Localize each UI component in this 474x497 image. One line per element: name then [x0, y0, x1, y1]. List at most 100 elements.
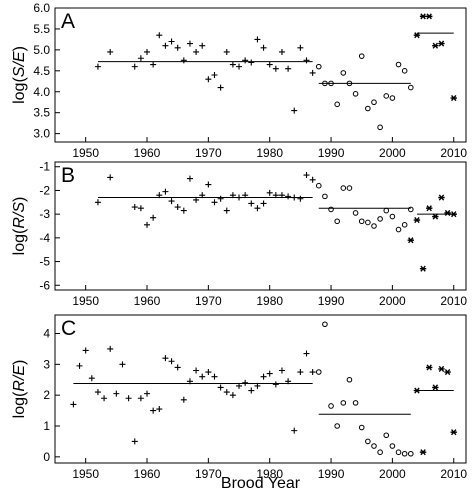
- data-point-plus: [94, 63, 101, 70]
- data-point-plus: [174, 44, 181, 51]
- y-axis-label-suffix: ): [11, 46, 28, 51]
- plot-frame-b: [54, 161, 467, 291]
- data-point-circle: [352, 400, 359, 406]
- y-tick-label: -3: [39, 207, 50, 221]
- y-tick-label: 3.5: [33, 106, 50, 120]
- data-point-asterisk: [450, 94, 457, 102]
- x-tick-label: 1950: [72, 146, 99, 160]
- data-point-plus: [119, 361, 126, 368]
- data-point-circle: [358, 424, 365, 431]
- data-point-circle: [377, 124, 383, 131]
- data-point-asterisk: [438, 194, 445, 201]
- data-point-circle: [334, 101, 340, 108]
- data-point-circle: [407, 450, 414, 457]
- data-point-asterisk: [413, 217, 421, 224]
- data-point-circle: [383, 207, 390, 214]
- data-point-asterisk: [450, 211, 457, 218]
- data-point-plus: [174, 364, 181, 371]
- data-point-circle: [395, 226, 402, 233]
- y-tick-label: -4: [39, 231, 50, 245]
- data-point-plus: [199, 42, 206, 49]
- data-point-plus: [223, 48, 230, 55]
- y-tick-label: 0: [43, 450, 50, 464]
- data-point-circle: [389, 95, 396, 101]
- data-point-plus: [144, 221, 151, 228]
- data-point-plus: [156, 406, 163, 413]
- data-point-plus: [303, 57, 310, 64]
- data-point-plus: [297, 44, 304, 51]
- data-point-plus: [186, 175, 193, 182]
- data-point-plus: [199, 192, 206, 199]
- data-point-asterisk: [444, 368, 451, 376]
- data-point-plus: [291, 194, 298, 201]
- data-point-plus: [278, 192, 285, 199]
- data-point-plus: [186, 40, 193, 47]
- data-point-asterisk: [425, 205, 433, 212]
- data-point-plus: [260, 200, 267, 207]
- y-axis-label-a: log(S/E): [11, 46, 28, 104]
- data-point-circle: [322, 193, 328, 200]
- data-point-plus: [303, 172, 310, 179]
- data-point-plus: [107, 345, 114, 352]
- data-point-plus: [131, 438, 138, 445]
- data-point-plus: [205, 369, 212, 376]
- x-tick-label: 2000: [379, 146, 406, 160]
- data-point-plus: [70, 401, 77, 408]
- x-tick-label: 1950: [72, 467, 99, 481]
- x-tick-label: 1970: [195, 294, 222, 308]
- data-point-asterisk: [425, 13, 433, 20]
- data-point-plus: [297, 369, 304, 376]
- x-tick-label: 1970: [195, 146, 222, 160]
- y-tick-label: -2: [39, 183, 50, 197]
- data-point-plus: [248, 59, 255, 66]
- data-point-asterisk: [444, 209, 451, 217]
- data-point-plus: [205, 181, 212, 188]
- data-point-asterisk: [425, 364, 433, 371]
- x-tick-label: 2000: [379, 294, 406, 308]
- data-point-plus: [101, 395, 108, 402]
- data-point-circle: [389, 213, 396, 220]
- y-axis-label-variable: R/S: [11, 202, 28, 229]
- x-tick-label: 2010: [440, 467, 467, 481]
- data-point-plus: [297, 195, 304, 202]
- panel-letter-c: C: [61, 317, 76, 340]
- data-point-plus: [217, 384, 224, 391]
- data-point-plus: [217, 84, 224, 91]
- data-point-plus: [254, 205, 261, 212]
- x-tick-label: 1990: [318, 146, 345, 160]
- data-point-asterisk: [432, 213, 439, 220]
- data-point-asterisk: [450, 429, 457, 436]
- data-point-circle: [401, 68, 408, 74]
- x-tick-label: 1980: [256, 294, 283, 308]
- panel-letter-a: A: [61, 10, 75, 33]
- data-point-plus: [272, 65, 279, 72]
- data-point-circle: [365, 105, 371, 112]
- data-point-plus: [180, 207, 187, 214]
- data-point-plus: [229, 392, 236, 399]
- data-point-plus: [174, 204, 181, 211]
- data-point-plus: [242, 57, 249, 64]
- y-axis-label-prefix: log(: [11, 228, 28, 255]
- data-point-circle: [358, 218, 365, 225]
- data-point-plus: [199, 373, 206, 380]
- data-point-plus: [156, 32, 163, 39]
- y-tick-label: -6: [39, 278, 50, 292]
- panel-b: B -6 -5 -4 -3 -2 -1 1950 1960 1970 1980 1990 2000 201…: [11, 160, 467, 308]
- data-point-circle: [346, 376, 353, 383]
- data-point-circle: [407, 84, 414, 91]
- data-point-plus: [236, 382, 243, 389]
- data-point-plus: [223, 207, 230, 214]
- data-point-plus: [278, 367, 285, 374]
- data-point-circle: [401, 222, 408, 228]
- data-point-plus: [131, 204, 138, 211]
- data-point-plus: [266, 189, 273, 196]
- data-point-circle: [340, 400, 347, 406]
- data-point-circle: [352, 91, 359, 97]
- y-tick-label: 1: [43, 419, 50, 433]
- x-tick-label: 1960: [134, 146, 161, 160]
- data-point-plus: [150, 214, 157, 221]
- panel-c: C 0 1 2 3 4 1950 1960 1970 1980 1990 2000 2010 log(R/…: [11, 314, 467, 481]
- data-point-plus: [88, 375, 95, 382]
- y-axis-label-suffix: ): [11, 360, 28, 365]
